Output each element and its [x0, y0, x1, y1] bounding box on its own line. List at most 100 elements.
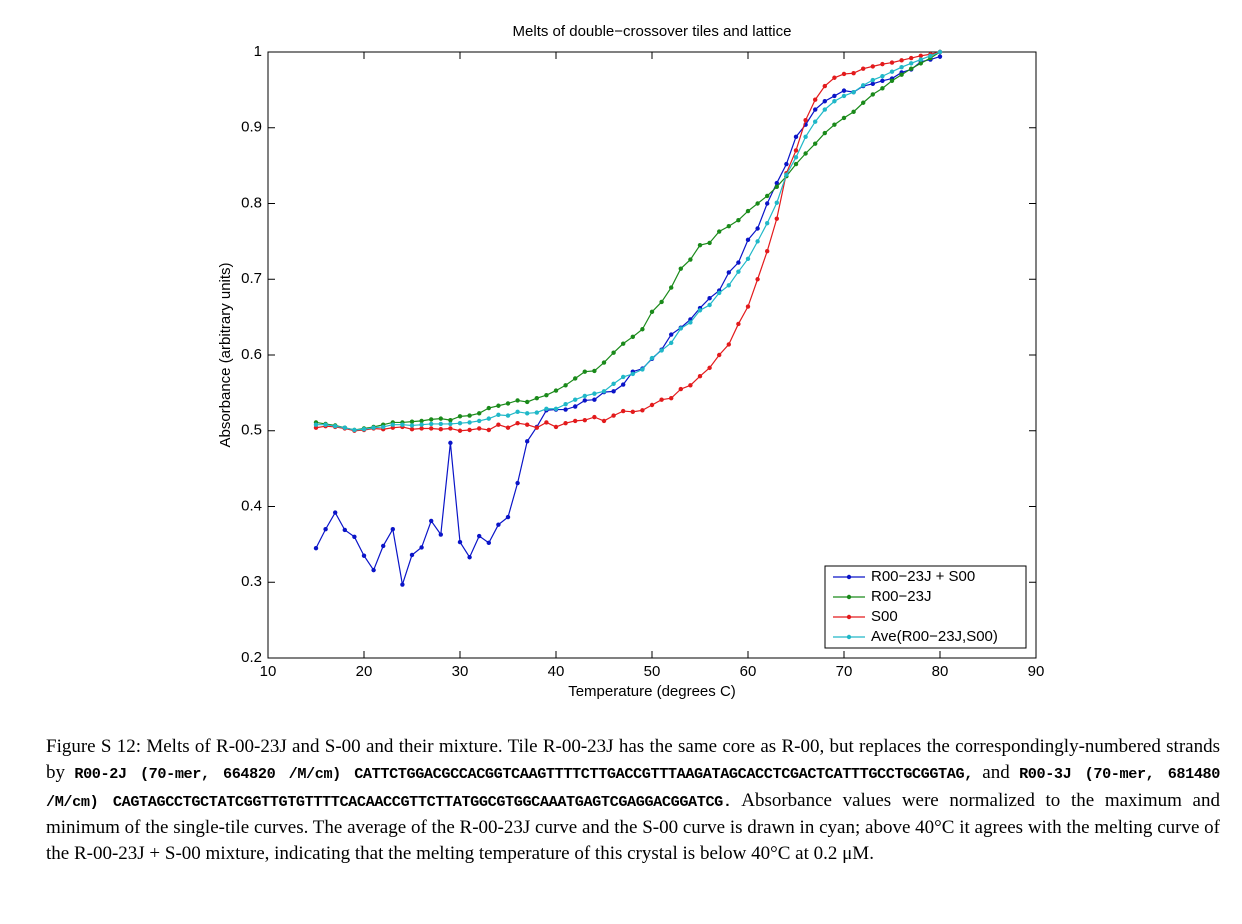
- data-point: [697, 374, 703, 379]
- data-point: [880, 74, 885, 79]
- data-point: [381, 543, 386, 549]
- data-point: [851, 89, 856, 95]
- data-point: [688, 320, 693, 325]
- caption-text: and: [972, 761, 1020, 783]
- data-point: [573, 376, 578, 381]
- data-point: [870, 92, 875, 97]
- data-point: [726, 270, 731, 275]
- data-point: [515, 480, 520, 486]
- data-point: [736, 321, 741, 327]
- data-point: [803, 134, 808, 140]
- data-point: [563, 383, 568, 388]
- data-point: [851, 71, 856, 76]
- data-point: [515, 420, 520, 426]
- data-point: [582, 369, 587, 374]
- data-point: [333, 424, 338, 429]
- data-point: [717, 229, 722, 234]
- y-tick-label: 0.6: [241, 346, 262, 363]
- data-point: [697, 242, 703, 248]
- series-line: [315, 51, 941, 432]
- data-point: [429, 417, 434, 422]
- data-point: [438, 532, 443, 537]
- y-tick-label: 0.9: [241, 119, 262, 136]
- data-point: [774, 184, 779, 190]
- data-point: [467, 420, 472, 425]
- data-point: [774, 180, 779, 186]
- data-point: [793, 155, 799, 160]
- legend-box: [824, 565, 1027, 649]
- data-point: [563, 420, 568, 426]
- data-point: [381, 424, 386, 430]
- data-point: [419, 422, 424, 427]
- data-point: [621, 374, 626, 380]
- data-point: [918, 61, 923, 66]
- data-point: [630, 371, 635, 377]
- data-point: [880, 86, 885, 91]
- legend-label: R00−23J + S00: [871, 568, 975, 585]
- chart: Melts of double−crossover tiles and latt…: [217, 23, 1044, 700]
- y-tick-label: 1: [254, 43, 262, 60]
- data-point: [601, 418, 607, 424]
- data-point: [525, 399, 530, 405]
- data-point: [726, 283, 731, 288]
- data-point: [544, 406, 549, 411]
- data-point: [409, 419, 415, 424]
- caption-code: R00-3J (70-mer, 681480 /M/cm) CAGTAGCCTG…: [46, 764, 1220, 811]
- data-point: [870, 77, 875, 83]
- caption-text: Figure S 12: Melts of R-00-23J and S-00 …: [46, 736, 1220, 783]
- legend-label: Ave(R00−23J,S00): [871, 628, 998, 645]
- data-point: [544, 420, 549, 425]
- data-point: [409, 427, 415, 432]
- data-point: [429, 426, 434, 431]
- series-line: [316, 51, 941, 431]
- data-point: [745, 208, 751, 214]
- data-point: [841, 88, 847, 93]
- data-point: [870, 81, 875, 87]
- data-point: [553, 406, 559, 411]
- data-point: [899, 72, 904, 77]
- data-point: [313, 545, 319, 551]
- data-point: [726, 342, 731, 347]
- x-tick-label: 60: [740, 663, 757, 680]
- data-point: [448, 417, 453, 423]
- data-point: [361, 427, 367, 432]
- data-point: [333, 510, 338, 515]
- data-point: [448, 440, 453, 446]
- data-point: [342, 425, 347, 430]
- data-point: [390, 422, 395, 427]
- legend-label: S00: [871, 608, 898, 625]
- data-point: [313, 425, 319, 430]
- data-point: [909, 66, 914, 71]
- data-point: [505, 413, 511, 418]
- data-point: [419, 418, 424, 424]
- caption-text: Absorbance values were normalized to the…: [46, 789, 1220, 865]
- data-point: [515, 398, 520, 403]
- data-point: [323, 527, 328, 532]
- data-point: [822, 99, 827, 104]
- data-point: [822, 130, 827, 136]
- data-point: [841, 115, 847, 121]
- data-point: [707, 365, 712, 371]
- data-point: [601, 360, 607, 365]
- data-point: [889, 78, 895, 83]
- data-point: [352, 427, 357, 433]
- data-point: [899, 64, 904, 70]
- data-point: [832, 93, 837, 99]
- data-point: [582, 398, 587, 403]
- data-point: [611, 389, 616, 394]
- data-point: [909, 61, 914, 66]
- data-point: [649, 402, 655, 408]
- data-point: [457, 414, 463, 419]
- data-point: [611, 381, 616, 386]
- data-point: [534, 425, 539, 430]
- data-point: [928, 53, 933, 58]
- data-point: [592, 397, 597, 402]
- data-point: [409, 552, 415, 558]
- data-point: [861, 83, 866, 88]
- data-point: [736, 217, 741, 223]
- data-point: [390, 425, 395, 430]
- x-tick-label: 20: [356, 663, 373, 680]
- x-tick-label: 70: [836, 663, 853, 680]
- data-point: [563, 402, 568, 407]
- data-point: [793, 161, 799, 167]
